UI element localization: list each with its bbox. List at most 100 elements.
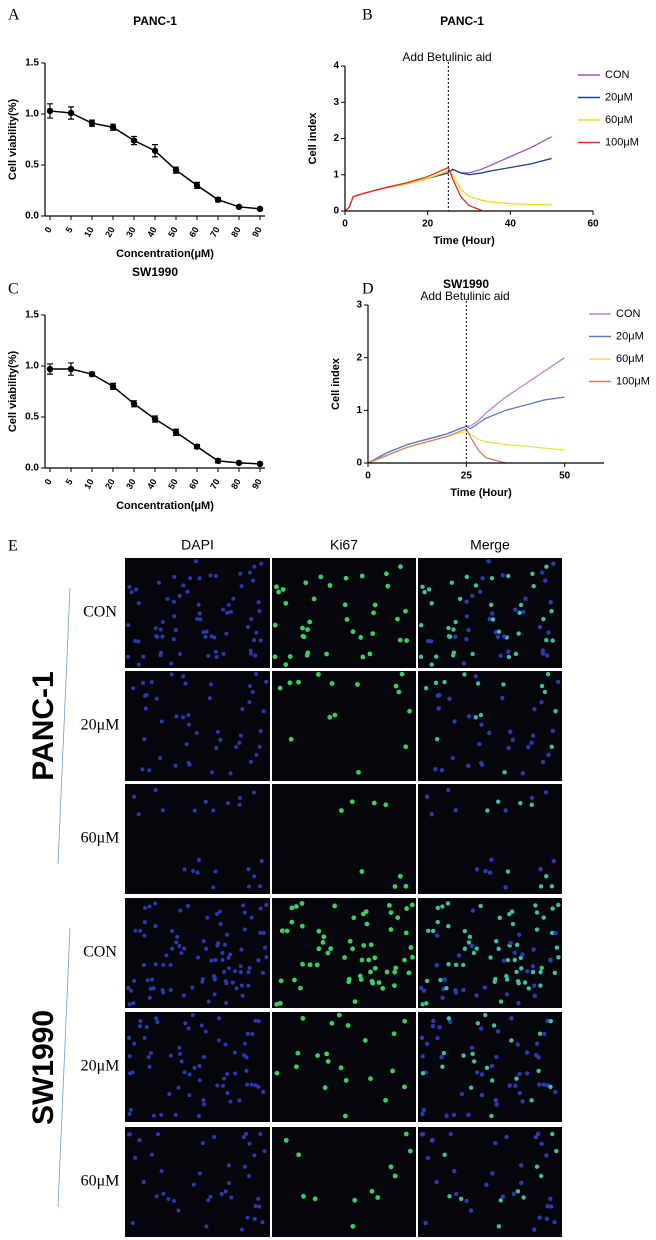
ki67-cell — [277, 1000, 283, 1006]
merged-cell — [435, 905, 441, 911]
nucleus — [244, 1068, 249, 1073]
micrograph — [418, 784, 562, 894]
merged-cell — [423, 1220, 428, 1226]
merged-cell — [515, 1042, 520, 1047]
ki67-cell — [370, 980, 376, 986]
x-tick-label: 60 — [187, 225, 201, 239]
micrograph — [418, 1012, 562, 1122]
ki67-cell — [355, 682, 360, 687]
nucleus — [224, 631, 229, 636]
nucleus — [196, 1113, 201, 1118]
nucleus — [259, 858, 264, 863]
nucleus — [186, 903, 191, 908]
y-axis-label: Cell viability(%) — [7, 351, 19, 433]
merged-cell — [517, 1071, 522, 1077]
merged-cell — [533, 1053, 539, 1058]
ki67-cell — [274, 1070, 280, 1076]
ki67-cell — [287, 654, 293, 659]
merged-cell — [442, 1152, 447, 1157]
ki67-cell — [293, 904, 299, 909]
merged-cell — [529, 802, 534, 808]
group-bracket — [57, 927, 71, 1208]
nucleus — [218, 737, 223, 742]
nucleus — [168, 988, 173, 993]
merged-cell — [424, 794, 430, 799]
merged-cell — [472, 1059, 477, 1064]
merged-cell — [496, 946, 501, 952]
merged-cell — [506, 654, 512, 660]
micrograph-bg — [418, 898, 562, 1008]
merged-cell — [464, 1198, 469, 1204]
ki67-cell — [359, 869, 365, 874]
nucleus — [128, 1071, 133, 1076]
merged-cell — [537, 624, 543, 630]
nucleus — [211, 974, 216, 979]
merged-cell — [518, 800, 523, 806]
ki67-cell — [272, 654, 278, 660]
nucleus — [173, 1112, 178, 1117]
ki67-cell — [352, 1197, 358, 1203]
nucleus — [246, 970, 251, 975]
merged-cell — [519, 966, 524, 971]
nucleus — [177, 1045, 182, 1050]
merged-cell — [523, 596, 528, 601]
ki67-cell — [314, 962, 320, 968]
nucleus — [204, 629, 209, 634]
merged-cell — [539, 699, 544, 705]
merged-cell — [513, 1083, 518, 1088]
ki67-cell — [402, 1084, 407, 1090]
merged-cell — [554, 1148, 559, 1154]
ki67-cell — [322, 1085, 328, 1091]
x-tick-label: 40 — [505, 219, 517, 230]
ki67-cell — [280, 587, 286, 592]
merged-cell — [471, 950, 477, 956]
nucleus — [226, 602, 231, 607]
merged-cell — [507, 911, 512, 917]
merged-cell — [536, 1068, 541, 1074]
micrograph-bg — [418, 671, 562, 781]
nucleus — [147, 904, 152, 909]
nucleus — [245, 625, 250, 630]
nucleus — [194, 559, 199, 564]
micrograph — [272, 558, 416, 668]
ki67-cell — [403, 883, 409, 889]
nucleus — [198, 617, 203, 622]
merged-cell — [500, 1194, 506, 1199]
ki67-cell — [402, 957, 407, 963]
nucleus — [237, 795, 242, 800]
nucleus — [197, 611, 202, 616]
chart-title: PANC-1 — [440, 14, 484, 28]
nucleus — [241, 1135, 246, 1140]
ki67-cell — [392, 969, 398, 975]
merged-cell — [426, 928, 431, 933]
nucleus — [242, 1164, 247, 1169]
nucleus — [217, 909, 222, 914]
nucleus — [126, 985, 131, 990]
merged-cell — [530, 964, 536, 969]
nucleus — [182, 867, 187, 872]
ki67-cell — [385, 583, 391, 589]
x-tick-label: 70 — [208, 477, 222, 491]
merged-cell — [540, 759, 546, 765]
nucleus — [178, 1051, 183, 1056]
nucleus — [226, 966, 231, 971]
annotation: Add Betulinic aid — [402, 50, 491, 64]
micrograph — [418, 558, 562, 668]
ki67-cell — [397, 873, 403, 879]
nucleus — [228, 952, 233, 957]
nucleus — [142, 1036, 147, 1041]
merged-cell — [453, 1191, 459, 1197]
nucleus — [225, 1072, 230, 1077]
merged-cell — [531, 983, 537, 988]
ki67-cell — [276, 589, 281, 595]
merged-cell — [489, 1078, 495, 1083]
nucleus — [136, 639, 141, 644]
nucleus — [133, 928, 138, 933]
nucleus — [187, 1093, 192, 1098]
merged-cell — [529, 795, 535, 801]
nucleus — [181, 993, 186, 998]
column-header: Merge — [470, 537, 510, 553]
merged-cell — [484, 1182, 489, 1187]
merged-cell — [474, 1070, 480, 1075]
